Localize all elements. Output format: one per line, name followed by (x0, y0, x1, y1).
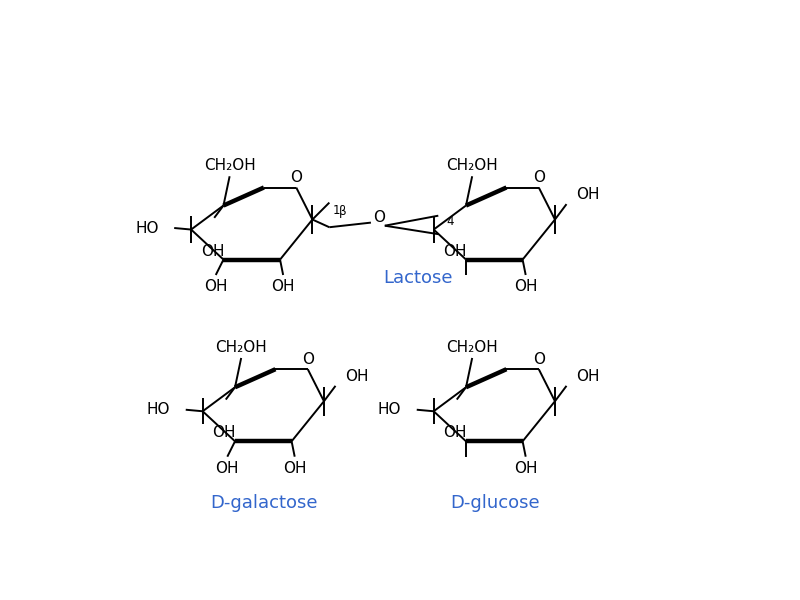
Text: OH: OH (346, 369, 369, 384)
Text: CH₂OH: CH₂OH (215, 340, 267, 355)
Text: OH: OH (577, 369, 600, 384)
Text: OH: OH (443, 425, 467, 440)
Text: 1: 1 (333, 204, 340, 217)
Text: OH: OH (201, 244, 225, 259)
Text: D-glucose: D-glucose (450, 494, 539, 512)
Text: CH₂OH: CH₂OH (446, 158, 498, 173)
Text: CH₂OH: CH₂OH (204, 158, 255, 173)
Text: CH₂OH: CH₂OH (446, 340, 498, 355)
Text: O: O (302, 352, 314, 367)
Text: O: O (374, 211, 386, 226)
Text: β: β (338, 205, 346, 218)
Text: OH: OH (215, 461, 239, 476)
Text: OH: OH (204, 279, 227, 294)
Text: OH: OH (271, 279, 295, 294)
Text: OH: OH (283, 461, 306, 476)
Text: HO: HO (147, 402, 170, 417)
Text: 4: 4 (446, 215, 454, 229)
Text: OH: OH (577, 187, 600, 202)
Text: O: O (290, 170, 302, 185)
Text: OH: OH (514, 279, 538, 294)
Text: OH: OH (443, 244, 467, 259)
Text: D-galactose: D-galactose (210, 494, 318, 512)
Text: OH: OH (213, 425, 236, 440)
Text: O: O (533, 352, 545, 367)
Text: Lactose: Lactose (383, 269, 453, 287)
Text: HO: HO (378, 402, 402, 417)
Text: O: O (533, 170, 545, 185)
Text: HO: HO (135, 221, 158, 236)
Text: OH: OH (514, 461, 538, 476)
